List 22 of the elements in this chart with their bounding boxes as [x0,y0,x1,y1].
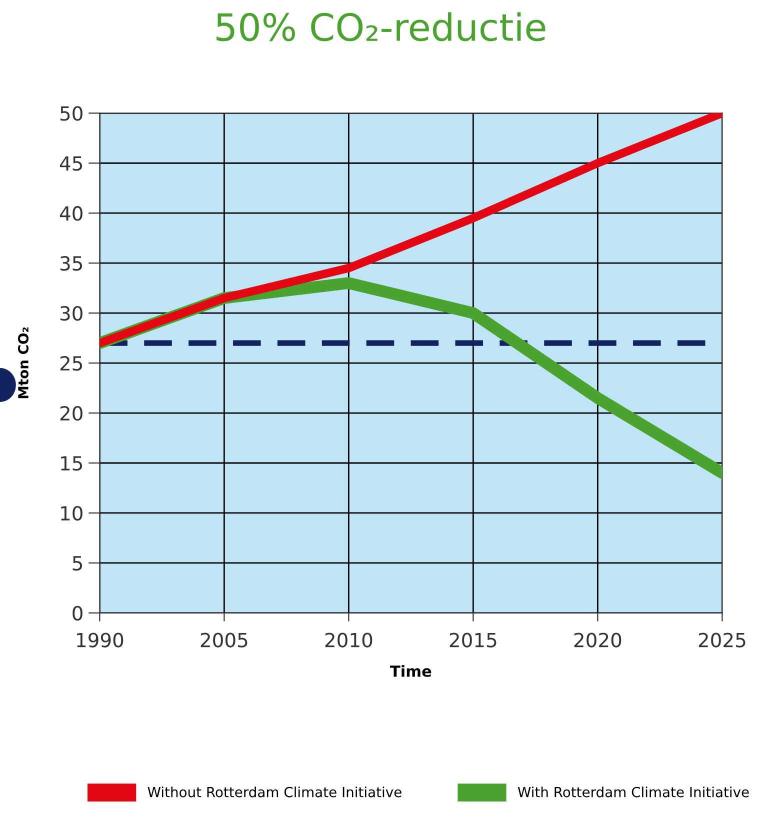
y-tick-label: 20 [60,406,82,421]
y-tick-label: 15 [61,456,82,471]
x-tick-label: 2005 [200,632,248,648]
y-axis-title: Mton CO₂ [18,327,29,398]
y-tick-label: 30 [60,306,82,321]
chart-title: 50% CO₂-reductie [216,12,546,42]
y-tick-label: 5 [72,556,82,571]
legend-label: Without Rotterdam Climate Initiative [148,786,402,798]
y-tick-label: 45 [60,156,82,171]
x-axis-title: Time [390,665,432,677]
y-tick-label: 10 [61,506,82,521]
x-tick-label: 2020 [574,632,622,648]
legend-label: With Rotterdam Climate Initiative [518,786,749,798]
x-tick-label: 2010 [325,632,372,648]
x-tick-label: 2015 [450,632,496,648]
y-tick-label: 0 [72,606,82,621]
y-tick-label: 40 [60,206,82,221]
x-tick-label: 2025 [698,632,746,648]
y-tick-label: 50 [60,106,82,121]
x-tick-label: 1990 [77,632,124,648]
y-tick-label: 25 [60,356,82,371]
y-tick-label: 35 [60,256,82,271]
